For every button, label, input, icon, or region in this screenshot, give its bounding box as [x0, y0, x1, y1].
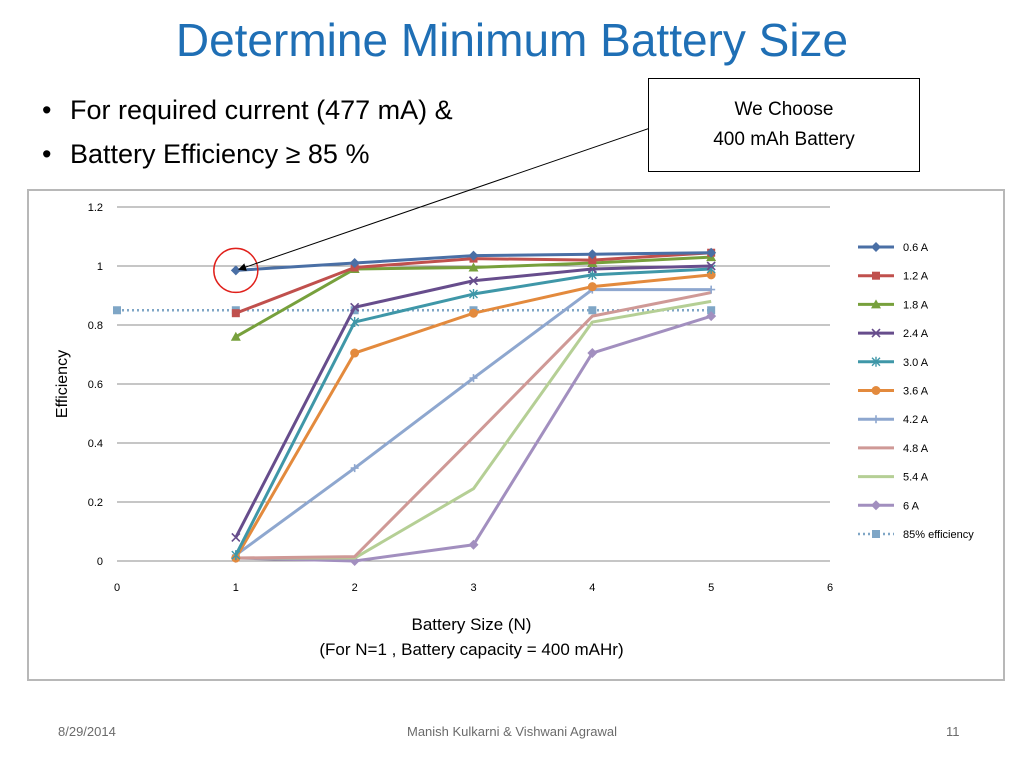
- callout-box: We Choose 400 mAh Battery: [648, 78, 920, 172]
- y-tick-label: 0: [97, 556, 103, 568]
- data-point: [871, 328, 881, 338]
- data-point: [872, 271, 880, 280]
- data-point: [469, 308, 478, 318]
- callout-line-1: We Choose: [734, 99, 834, 120]
- y-tick-label: 1.2: [88, 202, 103, 214]
- legend-label: 1.2 A: [903, 271, 929, 283]
- y-tick-label: 0.6: [88, 379, 103, 391]
- data-point: [468, 250, 479, 261]
- data-point: [587, 348, 598, 359]
- data-point: [468, 276, 479, 286]
- data-point: [230, 331, 241, 341]
- legend-label: 0.6 A: [903, 242, 929, 254]
- data-point: [230, 265, 241, 276]
- legend-label: 85% efficiency: [903, 529, 974, 541]
- footer-authors: Manish Kulkarni & Vishwani Agrawal: [406, 724, 618, 739]
- data-point: [469, 374, 478, 383]
- data-point: [872, 530, 880, 538]
- data-point: [349, 258, 360, 269]
- y-tick-label: 0.8: [88, 320, 103, 332]
- legend-label: 2.4 A: [903, 328, 929, 340]
- data-point: [587, 249, 598, 260]
- data-point: [706, 270, 716, 280]
- x-tick-label: 3: [470, 582, 476, 594]
- data-point: [871, 242, 881, 252]
- bullet-dot: •: [42, 139, 52, 169]
- legend-label: 3.0 A: [903, 357, 929, 369]
- x-tick-label: 0: [114, 582, 120, 594]
- legend-label: 3.6 A: [903, 386, 929, 398]
- bullet-item: • Battery Efficiency ≥ 85 %: [42, 132, 453, 176]
- data-point: [588, 306, 597, 315]
- x-tick-label: 4: [589, 582, 595, 594]
- data-point: [350, 464, 359, 473]
- bullet-dot: •: [42, 95, 52, 125]
- data-point: [872, 415, 880, 424]
- series-line: [235, 291, 712, 560]
- x-tick-label: 5: [708, 582, 714, 594]
- data-point: [706, 311, 717, 322]
- data-point: [350, 348, 360, 358]
- bullet-text: For required current (477 mA) &: [70, 95, 453, 125]
- data-point: [231, 550, 241, 561]
- data-point: [706, 261, 716, 271]
- series-line: [235, 299, 712, 560]
- data-point: [113, 306, 121, 315]
- y-tick-label: 0.4: [88, 438, 103, 450]
- callout-line-2: 400 mAh Battery: [713, 129, 855, 150]
- data-point: [871, 386, 881, 395]
- bullet-list: • For required current (477 mA) & • Batter…: [42, 88, 453, 176]
- x-tick-label: 6: [827, 582, 833, 594]
- x-axis-sublabel: (For N=1 , Battery capacity = 400 mAHr): [319, 640, 623, 659]
- data-point: [468, 539, 479, 550]
- legend-label: 6 A: [903, 500, 920, 512]
- data-point: [707, 306, 716, 315]
- annotation-arrow: [238, 125, 657, 271]
- y-tick-label: 0.2: [88, 497, 103, 509]
- data-point: [350, 317, 360, 328]
- highlight-circle: [213, 247, 259, 294]
- legend-label: 1.8 A: [903, 299, 929, 311]
- bullet-item: • For required current (477 mA) &: [42, 88, 453, 132]
- data-point: [231, 532, 241, 542]
- x-axis-label: Battery Size (N): [412, 615, 532, 634]
- data-point: [350, 302, 360, 312]
- y-axis-label: Efficiency: [54, 350, 71, 418]
- chart-frame: [27, 189, 1005, 681]
- data-point: [587, 282, 597, 292]
- data-point: [469, 289, 478, 300]
- bullet-text: Battery Efficiency ≥ 85 %: [70, 139, 370, 169]
- series-line: [234, 288, 712, 557]
- data-point: [706, 247, 717, 258]
- slide-title: Determine Minimum Battery Size: [175, 14, 849, 66]
- legend-label: 4.8 A: [903, 443, 929, 455]
- legend-label: 4.2 A: [903, 414, 929, 426]
- data-point: [871, 299, 881, 309]
- data-point: [871, 356, 881, 367]
- data-point: [588, 256, 597, 265]
- data-point: [871, 500, 881, 511]
- y-tick-label: 1: [97, 261, 103, 273]
- data-point: [707, 285, 716, 294]
- data-point: [468, 262, 479, 272]
- x-tick-label: 1: [233, 582, 239, 594]
- legend-label: 5.4 A: [903, 472, 929, 484]
- data-point: [231, 309, 240, 318]
- x-tick-label: 2: [352, 582, 358, 594]
- footer-page-number: 11: [946, 724, 960, 739]
- footer-date: 8/29/2014: [58, 724, 116, 739]
